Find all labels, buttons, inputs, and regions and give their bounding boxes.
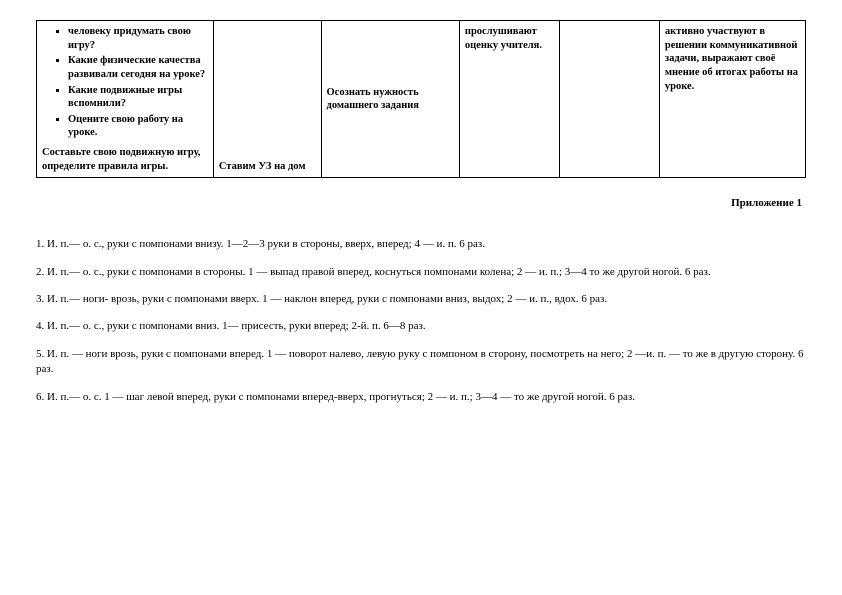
cell-student-action: прослушивают оценку учителя. — [459, 21, 559, 178]
student-action-text: прослушивают оценку учителя. — [465, 25, 554, 52]
exercise-item: 3. И. п.— ноги- врозь, руки с помпонами … — [36, 292, 806, 307]
exercise-item: 5. И. п. — ноги врозь, руки с помпонами … — [36, 347, 806, 378]
bullet-item: человеку придумать свою игру? — [68, 25, 208, 52]
cell-objective: Осознать нужность домашнего задания — [321, 21, 459, 178]
objective-text: Осознать нужность домашнего задания — [327, 86, 454, 113]
cell-teacher-action: Ставим УЗ на дом — [213, 21, 321, 178]
activity-bottom-text: Составьте свою подвижную игру, определит… — [42, 146, 208, 173]
activity-bullets: человеку придумать свою игру? Какие физи… — [42, 25, 208, 140]
cell-activity: человеку придумать свою игру? Какие физи… — [37, 21, 214, 178]
exercise-item: 2. И. п.— о. с., руки с помпонами в стор… — [36, 265, 806, 280]
exercise-item: 1. И. п.— о. с., руки с помпонами внизу.… — [36, 237, 806, 252]
bullet-item: Оцените свою работу на уроке. — [68, 113, 208, 140]
cell-empty — [559, 21, 659, 178]
exercise-item: 6. И. п.— о. с. 1 — шаг левой вперед, ру… — [36, 390, 806, 405]
exercises-block: 1. И. п.— о. с., руки с помпонами внизу.… — [36, 237, 806, 405]
lesson-table: человеку придумать свою игру? Какие физи… — [36, 20, 806, 178]
appendix-label: Приложение 1 — [36, 196, 802, 211]
bullet-item: Какие физические качества развивали сего… — [68, 54, 208, 81]
communicative-text: активно участвуют в решении коммуникатив… — [665, 25, 800, 93]
exercise-item: 4. И. п.— о. с., руки с помпонами вниз. … — [36, 319, 806, 334]
cell-communicative: активно участвуют в решении коммуникатив… — [659, 21, 805, 178]
table-row: человеку придумать свою игру? Какие физи… — [37, 21, 806, 178]
teacher-action-text: Ставим УЗ на дом — [219, 160, 316, 174]
bullet-item: Какие подвижные игры вспомнили? — [68, 84, 208, 111]
